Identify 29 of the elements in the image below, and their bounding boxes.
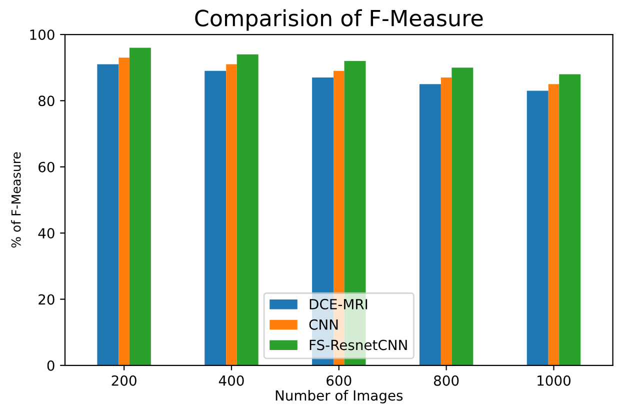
bar — [559, 74, 581, 366]
y-tick-label: 20 — [38, 294, 54, 305]
legend-label: CNN — [309, 319, 338, 330]
x-tick-label: 1000 — [538, 375, 570, 386]
legend-label: FS-ResnetCNN — [310, 340, 407, 350]
bar — [204, 70, 226, 366]
y-axis-title: % of F-Measure — [11, 152, 21, 248]
bar — [97, 64, 119, 366]
y-tick-label: 0 — [47, 360, 54, 371]
x-tick-label: 800 — [434, 375, 459, 386]
y-tick-label: 80 — [38, 96, 54, 106]
bar — [129, 48, 151, 366]
bar — [419, 84, 441, 366]
y-tick-label: 100 — [30, 29, 54, 40]
bar — [452, 68, 474, 366]
chart-title: Comparision of F-Measure — [195, 9, 483, 31]
bar — [526, 90, 548, 366]
x-tick-label: 600 — [326, 375, 352, 386]
bar — [226, 64, 237, 366]
legend-label: DCE-MRI — [310, 298, 368, 310]
y-tick-label: 40 — [38, 228, 54, 239]
bar — [236, 54, 258, 366]
x-axis-title: Number of Images — [276, 390, 403, 404]
bar — [548, 84, 560, 366]
bar — [118, 58, 130, 366]
x-tick-label: 400 — [218, 375, 244, 386]
bar — [440, 78, 452, 366]
y-tick-label: 60 — [38, 162, 54, 172]
x-tick-label: 200 — [112, 375, 136, 386]
